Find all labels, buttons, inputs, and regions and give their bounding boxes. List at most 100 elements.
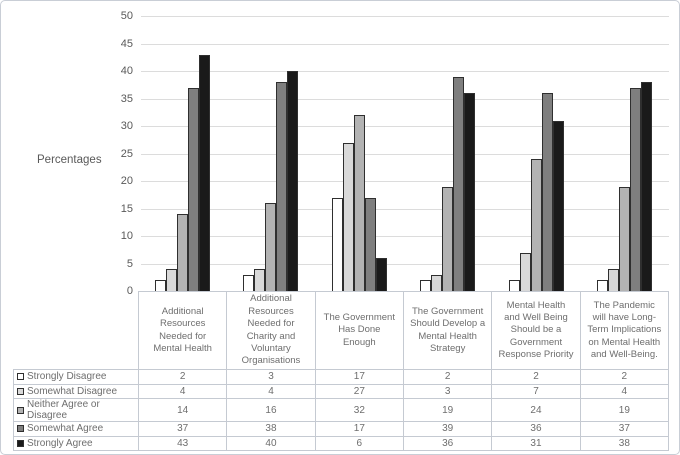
plot-area bbox=[138, 16, 669, 291]
bar bbox=[165, 269, 177, 291]
table-value-cell: 38 bbox=[227, 422, 316, 437]
table-value-cell: 37 bbox=[139, 422, 228, 437]
table-value-cell: 6 bbox=[315, 436, 404, 451]
y-tick-label: 10 bbox=[120, 230, 133, 242]
legend-swatch-icon bbox=[17, 406, 24, 414]
bar bbox=[342, 142, 354, 291]
table-value-cell: 16 bbox=[227, 399, 316, 422]
bar bbox=[608, 269, 620, 291]
bar bbox=[431, 274, 443, 291]
table-value-cell: 37 bbox=[580, 422, 669, 437]
table-value-cell: 3 bbox=[404, 384, 493, 399]
table-value-cell: 4 bbox=[139, 384, 228, 399]
bar bbox=[154, 280, 166, 291]
gridline bbox=[141, 263, 669, 265]
table-value-cell: 38 bbox=[580, 436, 669, 451]
bar bbox=[265, 203, 277, 291]
bar bbox=[597, 280, 609, 291]
legend-cell: Strongly Agree bbox=[14, 436, 139, 451]
y-tick-label: 35 bbox=[120, 92, 133, 105]
data-table: Strongly Disagree 2 3 17 2 2 2 Somewhat Disagre… bbox=[13, 369, 669, 451]
y-axis-title: Percentages bbox=[37, 154, 102, 166]
y-tick-label: 25 bbox=[120, 147, 133, 160]
table-value-cell: 19 bbox=[580, 399, 669, 422]
legend-label: Somewhat Agree bbox=[27, 423, 104, 435]
y-tick-label: 15 bbox=[120, 202, 133, 215]
table-value-cell: 36 bbox=[404, 436, 493, 451]
category-label: Additional Resources Needed for Charity … bbox=[226, 292, 314, 369]
gridline bbox=[141, 236, 669, 237]
bar-group bbox=[315, 16, 404, 291]
y-tick-label: 30 bbox=[120, 120, 133, 132]
table-value-cell: 2 bbox=[492, 370, 581, 385]
bar bbox=[464, 93, 476, 291]
gridline bbox=[141, 43, 669, 45]
table-value-cell: 36 bbox=[492, 422, 581, 437]
table-value-cell: 39 bbox=[404, 422, 493, 437]
bar-group bbox=[492, 16, 581, 291]
table-value-cell: 14 bbox=[139, 399, 228, 422]
table-value-cell: 40 bbox=[227, 436, 316, 451]
y-tick-label: 45 bbox=[120, 37, 133, 50]
bar-group bbox=[138, 16, 227, 291]
category-axis: Additional Resources Needed for Mental H… bbox=[138, 291, 669, 369]
bar bbox=[453, 76, 465, 291]
bar bbox=[276, 82, 288, 291]
legend-cell: Somewhat Disagree bbox=[14, 384, 139, 399]
legend-label: Strongly Agree bbox=[27, 437, 93, 449]
table-value-cell: 24 bbox=[492, 399, 581, 422]
y-tick-label: 5 bbox=[126, 257, 133, 270]
bar bbox=[176, 214, 188, 291]
bar bbox=[364, 197, 376, 291]
bar bbox=[541, 93, 553, 291]
gridline bbox=[141, 153, 669, 155]
table-value-cell: 4 bbox=[227, 384, 316, 399]
y-tick-label: 20 bbox=[120, 175, 133, 187]
bar-group bbox=[581, 16, 670, 291]
bar bbox=[552, 120, 564, 291]
table-value-cell: 7 bbox=[492, 384, 581, 399]
table-value-cell: 19 bbox=[404, 399, 493, 422]
bar bbox=[519, 252, 531, 291]
table-value-cell: 3 bbox=[227, 370, 316, 385]
table-value-cell: 43 bbox=[139, 436, 228, 451]
bar bbox=[420, 280, 432, 291]
bar-group bbox=[404, 16, 493, 291]
bar bbox=[375, 258, 387, 291]
table-value-cell: 32 bbox=[315, 399, 404, 422]
bar bbox=[641, 82, 653, 291]
legend-swatch-icon bbox=[17, 439, 24, 447]
y-tick-label: 50 bbox=[120, 10, 133, 22]
category-label: The Government Should Develop a Mental H… bbox=[402, 292, 491, 369]
legend-swatch-icon bbox=[17, 425, 24, 433]
bar bbox=[442, 186, 454, 291]
table-value-cell: 2 bbox=[139, 370, 228, 385]
bar bbox=[331, 197, 343, 291]
table-value-cell: 31 bbox=[492, 436, 581, 451]
gridline bbox=[141, 126, 669, 127]
legend-cell: Strongly Disagree bbox=[14, 370, 139, 385]
legend-cell: Somewhat Agree bbox=[14, 422, 139, 437]
table-value-cell: 2 bbox=[404, 370, 493, 385]
bar bbox=[287, 71, 299, 291]
bar bbox=[353, 115, 365, 291]
gridline bbox=[141, 16, 669, 17]
gridline bbox=[141, 71, 669, 72]
legend-label: Strongly Disagree bbox=[27, 371, 107, 383]
y-tick-label: 40 bbox=[120, 65, 133, 77]
gridline bbox=[141, 208, 669, 210]
table-value-cell: 17 bbox=[315, 370, 404, 385]
bar bbox=[530, 159, 542, 291]
bar-group bbox=[227, 16, 316, 291]
table-value-cell: 4 bbox=[580, 384, 669, 399]
legend-swatch-icon bbox=[17, 387, 24, 395]
bar bbox=[508, 280, 520, 291]
legend-label: Somewhat Disagree bbox=[27, 385, 118, 397]
category-label: Additional Resources Needed for Mental H… bbox=[138, 292, 226, 369]
bar bbox=[254, 269, 266, 291]
gridline bbox=[141, 98, 669, 100]
category-label: The Government Has Done Enough bbox=[314, 292, 403, 369]
legend-label: Neither Agree or Disagree bbox=[27, 399, 100, 421]
table-value-cell: 2 bbox=[580, 370, 669, 385]
